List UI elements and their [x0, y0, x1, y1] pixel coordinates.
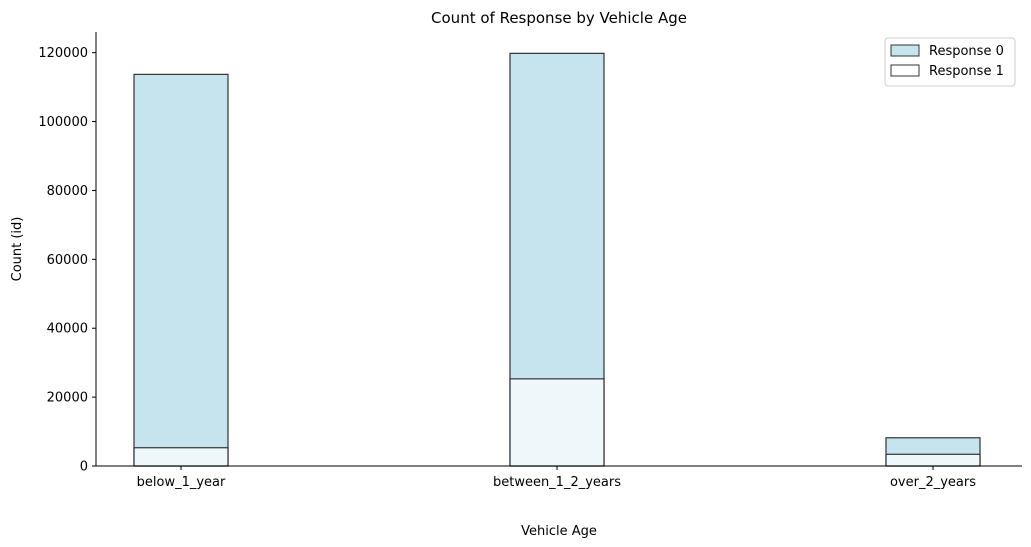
x-tick-label: below_1_year	[137, 475, 226, 490]
y-tick-label: 40000	[47, 322, 88, 337]
legend-swatch-response-1	[890, 64, 920, 77]
bars-layer	[133, 52, 981, 467]
legend: Response 0 Response 1	[884, 37, 1016, 87]
legend-label-response-0: Response 0	[929, 44, 1004, 59]
x-tick-label: between_1_2_years	[493, 475, 621, 490]
bar-response-1-below_1_year	[133, 447, 229, 467]
chart-title: Count of Response by Vehicle Age	[431, 9, 687, 27]
y-axis-label: Count (id)	[10, 217, 25, 282]
y-tick-label: 80000	[47, 184, 88, 199]
x-axis-label: Vehicle Age	[521, 524, 597, 539]
y-tick-label: 120000	[38, 46, 88, 61]
legend-swatch-response-0	[890, 44, 920, 57]
y-tick-label: 100000	[38, 115, 88, 130]
legend-label-response-1: Response 1	[929, 64, 1004, 79]
y-tick-label: 60000	[47, 253, 88, 268]
bar-response-1-between_1_2_years	[509, 378, 605, 467]
bar-response-0-below_1_year	[133, 73, 229, 467]
bar-response-1-over_2_years	[885, 453, 981, 467]
x-tick-label: over_2_years	[890, 475, 976, 490]
y-tick-label: 0	[80, 460, 88, 475]
y-tick-label: 20000	[47, 391, 88, 406]
axes-layer: 0 20000 40000 60000 80000 100000 120000 below_1…	[38, 32, 1022, 490]
